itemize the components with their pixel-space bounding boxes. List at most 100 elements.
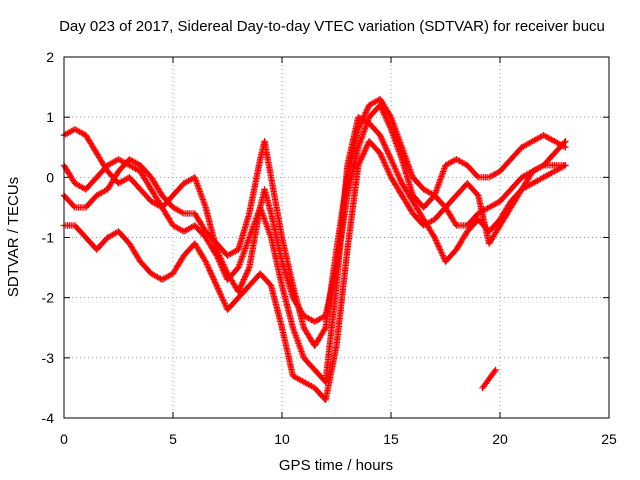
data-point bbox=[214, 283, 221, 291]
data-point bbox=[241, 274, 248, 282]
data-point bbox=[398, 178, 405, 186]
data-point bbox=[209, 273, 216, 280]
data-point bbox=[384, 148, 391, 155]
data-point bbox=[204, 262, 211, 270]
y-tick-label: -4 bbox=[42, 410, 55, 426]
data-point bbox=[214, 285, 222, 292]
data-point bbox=[357, 156, 365, 163]
data-point bbox=[237, 282, 245, 289]
data-point bbox=[202, 258, 209, 265]
data-point bbox=[215, 256, 222, 264]
data-point bbox=[395, 172, 402, 180]
data-point bbox=[211, 277, 218, 285]
data-point bbox=[363, 106, 371, 113]
data-point bbox=[361, 148, 368, 155]
y-tick-label: 1 bbox=[46, 109, 54, 125]
data-series-5 bbox=[479, 366, 499, 392]
data-point bbox=[214, 253, 221, 261]
data-point bbox=[321, 325, 328, 333]
data-point bbox=[380, 157, 387, 164]
chart-title: Day 023 of 2017, Sidereal Day-to-day VTE… bbox=[59, 18, 605, 35]
data-point bbox=[244, 268, 251, 276]
data-point bbox=[378, 153, 385, 160]
data-point bbox=[240, 276, 248, 283]
data-point bbox=[217, 261, 224, 268]
data-point bbox=[473, 172, 481, 180]
data-point bbox=[242, 271, 250, 279]
data-point bbox=[389, 160, 397, 167]
data-point bbox=[219, 265, 226, 273]
data-point bbox=[220, 268, 228, 276]
data-point bbox=[235, 286, 243, 294]
data-point bbox=[436, 244, 443, 252]
data-point bbox=[393, 168, 400, 175]
data-point bbox=[360, 150, 367, 157]
data-point bbox=[361, 110, 369, 118]
data-point bbox=[438, 250, 446, 258]
data-point bbox=[359, 151, 367, 158]
data-point bbox=[394, 171, 402, 178]
data-point bbox=[359, 153, 366, 160]
y-tick-label: -2 bbox=[42, 290, 55, 306]
data-point bbox=[383, 165, 391, 172]
data-point bbox=[239, 277, 247, 285]
x-tick-label: 5 bbox=[169, 431, 177, 447]
data-point bbox=[218, 292, 225, 300]
data-point bbox=[206, 267, 213, 274]
data-point bbox=[361, 147, 369, 154]
data-point bbox=[389, 159, 396, 166]
data-point bbox=[435, 243, 442, 250]
data-point bbox=[363, 107, 370, 115]
data-point bbox=[380, 159, 388, 166]
data-point bbox=[218, 264, 226, 271]
data-point bbox=[393, 169, 401, 177]
data-point bbox=[244, 267, 252, 274]
data-point bbox=[383, 147, 391, 154]
data-point bbox=[473, 190, 481, 198]
data-point bbox=[431, 234, 438, 241]
data-series-4 bbox=[60, 138, 569, 404]
data-point bbox=[362, 145, 369, 152]
data-point bbox=[390, 162, 397, 169]
data-point bbox=[213, 252, 220, 259]
data-point bbox=[236, 285, 243, 292]
data-point bbox=[216, 288, 223, 295]
data-point bbox=[376, 150, 384, 157]
data-point bbox=[562, 144, 569, 151]
data-point bbox=[382, 144, 389, 151]
data-point bbox=[436, 246, 444, 253]
data-point bbox=[434, 241, 442, 249]
data-point bbox=[238, 280, 246, 288]
data-point bbox=[440, 253, 447, 261]
data-point bbox=[220, 267, 227, 274]
data-point bbox=[218, 294, 226, 301]
data-point bbox=[243, 270, 250, 277]
data-point bbox=[212, 279, 219, 286]
data-point bbox=[355, 160, 363, 167]
data-point bbox=[385, 150, 392, 157]
data-point bbox=[219, 295, 226, 303]
data-point bbox=[395, 174, 403, 181]
data-point bbox=[391, 163, 398, 171]
data-point bbox=[491, 368, 498, 375]
data-point bbox=[205, 265, 213, 273]
data-point bbox=[245, 265, 252, 273]
data-point bbox=[356, 159, 363, 166]
data-point bbox=[381, 142, 389, 149]
data-point bbox=[383, 163, 390, 171]
data-point bbox=[437, 247, 444, 255]
data-point bbox=[70, 203, 78, 210]
y-tick-label: 2 bbox=[46, 49, 54, 65]
data-point bbox=[438, 249, 445, 256]
y-tick-label: -3 bbox=[42, 350, 55, 366]
data-point bbox=[380, 139, 387, 146]
data-point bbox=[221, 270, 228, 277]
data-point bbox=[386, 153, 393, 160]
data-point bbox=[383, 145, 390, 152]
data-point bbox=[387, 156, 395, 163]
data-point bbox=[242, 273, 249, 280]
data-point bbox=[388, 157, 395, 164]
data-point bbox=[384, 166, 391, 174]
